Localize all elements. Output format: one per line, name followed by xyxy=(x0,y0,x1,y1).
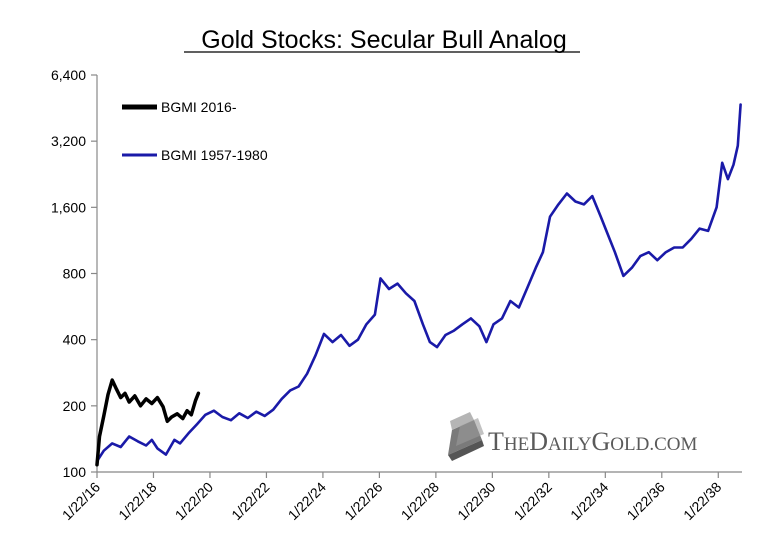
y-tick-label: 1,600 xyxy=(51,199,86,215)
y-axis-ticks: 100 200 400 800 1,600 3,200 6,400 xyxy=(51,67,97,480)
x-tick-label: 1/22/22 xyxy=(228,479,272,523)
series-lines xyxy=(95,103,742,467)
legend-label-bgmi-1957-1980: BGMI 1957-1980 xyxy=(161,147,268,163)
legend-label-bgmi-2016: BGMI 2016- xyxy=(161,99,237,115)
x-axis-ticks: 1/22/16 1/22/18 1/22/20 1/22/22 1/22/24 1/22/… xyxy=(59,472,725,523)
x-tick-label: 1/22/16 xyxy=(59,479,103,523)
watermark: THEDAILYGOLD.COM xyxy=(448,412,697,461)
x-tick-label: 1/22/30 xyxy=(454,479,498,523)
y-tick-label: 3,200 xyxy=(51,133,86,149)
x-tick-label: 1/22/34 xyxy=(567,479,611,523)
legend: BGMI 2016- BGMI 1957-1980 xyxy=(122,99,268,163)
y-tick-label: 400 xyxy=(63,332,87,348)
x-tick-label: 1/22/28 xyxy=(398,479,442,523)
x-tick-label: 1/22/26 xyxy=(341,479,385,523)
x-tick-label: 1/22/24 xyxy=(285,479,329,523)
gold-bar-logo-icon xyxy=(448,412,484,461)
series-line-bgmi-1957-1980 xyxy=(95,103,742,463)
chart-title: Gold Stocks: Secular Bull Analog xyxy=(201,26,566,54)
watermark-text: THEDAILYGOLD.COM xyxy=(488,427,697,456)
x-tick-label: 1/22/20 xyxy=(172,479,216,523)
y-tick-label: 200 xyxy=(63,398,87,414)
series-line-bgmi-2016 xyxy=(95,378,201,467)
x-tick-label: 1/22/36 xyxy=(624,479,668,523)
x-tick-label: 1/22/32 xyxy=(511,479,555,523)
y-tick-label: 800 xyxy=(63,266,87,282)
y-tick-label: 6,400 xyxy=(51,67,86,83)
x-tick-label: 1/22/18 xyxy=(115,479,159,523)
y-tick-label: 100 xyxy=(63,464,87,480)
x-tick-label: 1/22/38 xyxy=(680,479,724,523)
